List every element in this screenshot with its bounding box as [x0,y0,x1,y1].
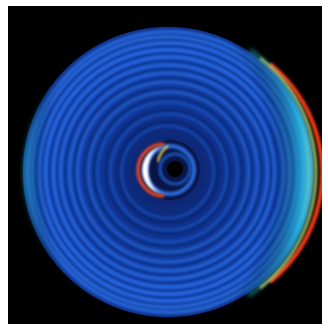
center-inner-ring [158,152,192,186]
center-crescent-core [142,146,166,194]
cyan-rim-arc [247,48,315,298]
interference-pattern-image [8,6,322,324]
red-rim-arc [268,62,322,284]
center-crescent-yellow [157,145,169,163]
center-crescent-edge [136,142,165,198]
center-hole [167,161,183,177]
